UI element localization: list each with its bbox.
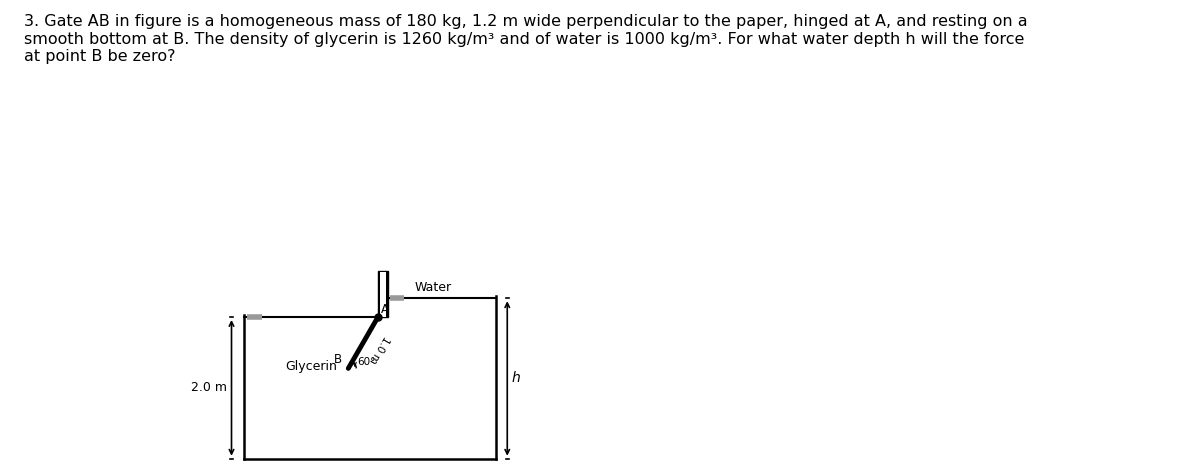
Text: 60°: 60° (356, 357, 376, 367)
Text: B: B (334, 353, 342, 366)
Text: 1.0 m: 1.0 m (367, 334, 391, 365)
Polygon shape (378, 271, 389, 317)
Text: Water: Water (415, 281, 452, 294)
Text: h: h (511, 371, 521, 386)
Text: 3. Gate AB in figure is a homogeneous mass of 180 kg, 1.2 m wide perpendicular t: 3. Gate AB in figure is a homogeneous ma… (24, 14, 1027, 64)
Polygon shape (380, 271, 386, 317)
Text: Glycerin: Glycerin (284, 360, 337, 373)
Text: 2.0 m: 2.0 m (191, 381, 227, 395)
Text: A: A (382, 303, 389, 316)
